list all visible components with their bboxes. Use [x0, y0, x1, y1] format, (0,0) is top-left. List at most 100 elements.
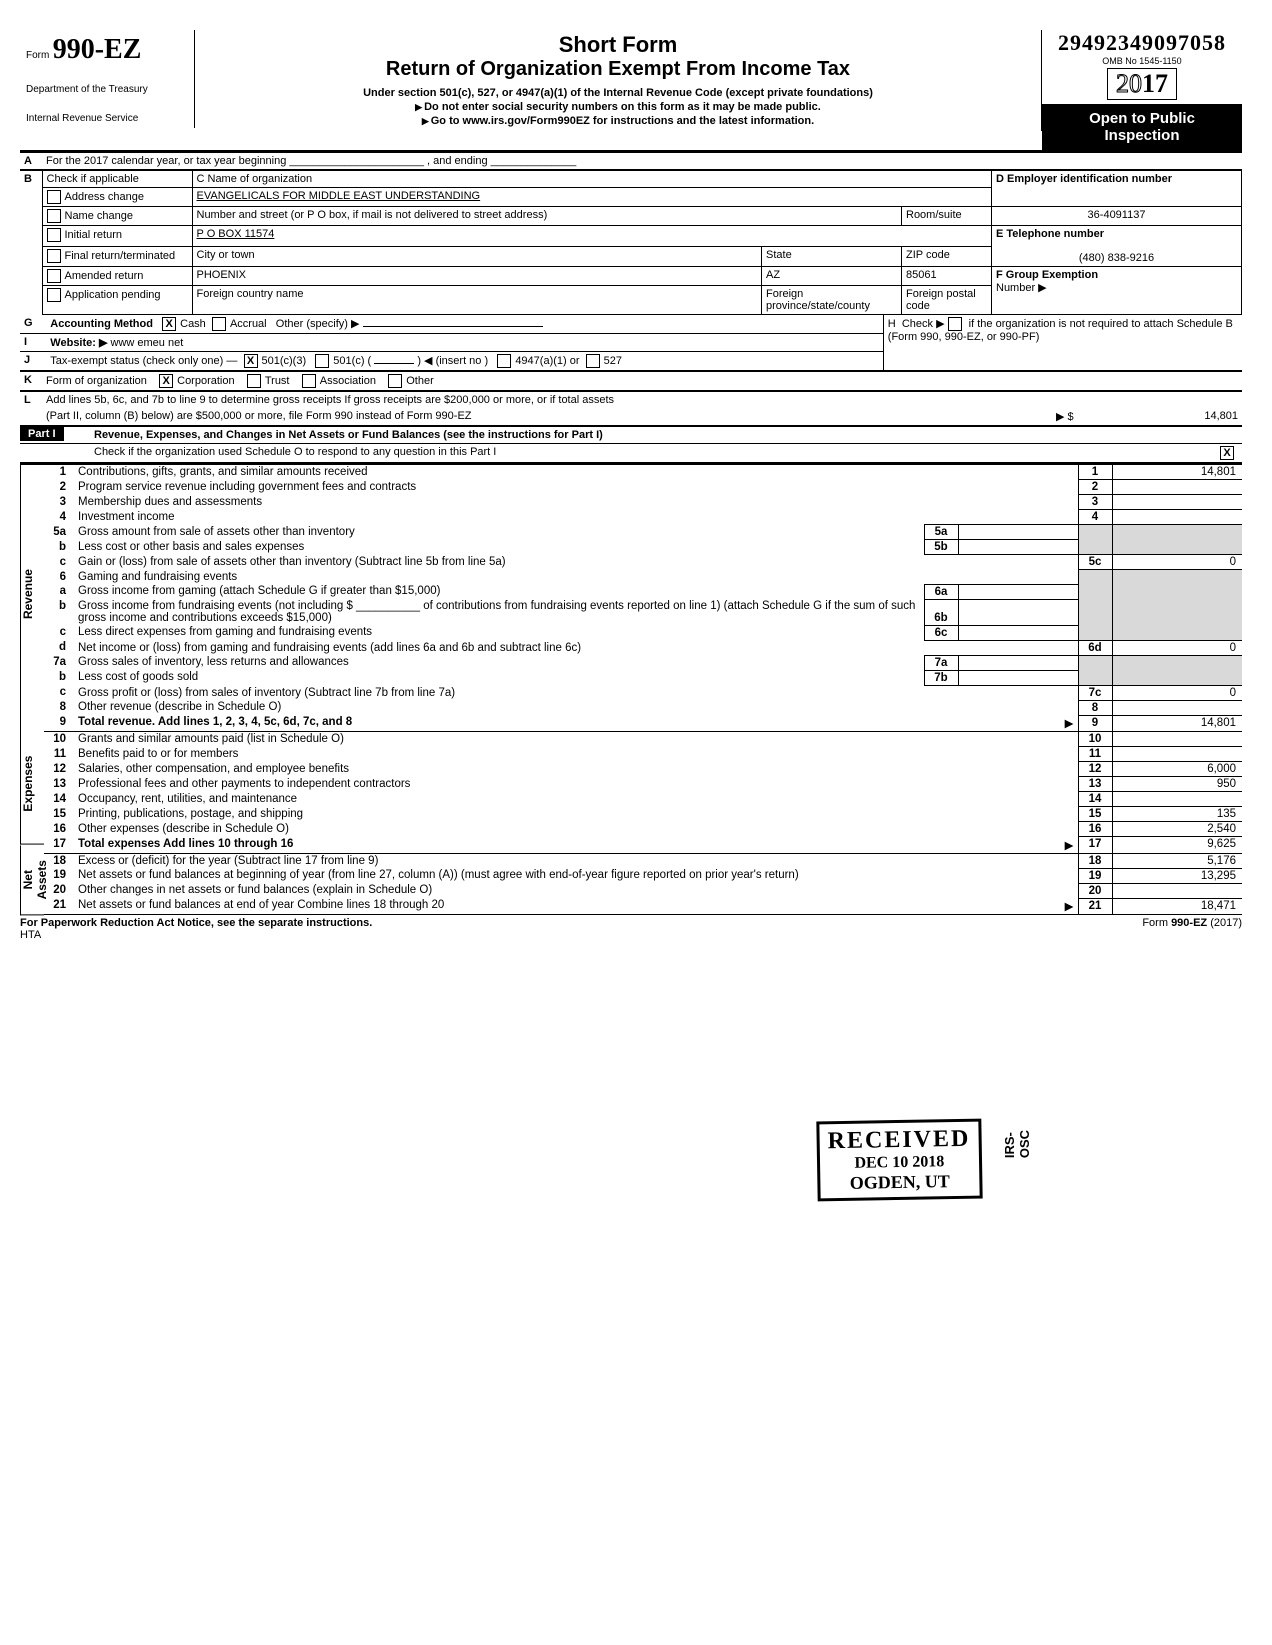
chk-accrual[interactable] [212, 317, 226, 331]
subtitle-ssn: Do not enter social security numbers on … [203, 101, 1033, 113]
chk-application-pending[interactable] [47, 288, 61, 302]
chk-initial-return[interactable] [47, 228, 61, 242]
chk-association[interactable] [302, 374, 316, 388]
row-f-label: F Group Exemption [996, 269, 1098, 281]
rval-11 [1112, 747, 1242, 762]
arrow-9: ▶ [958, 715, 1078, 732]
check-if-applicable: Check if applicable [42, 171, 192, 188]
rnum-7c: 7c [1078, 685, 1112, 700]
lbl-trust: Trust [265, 375, 290, 387]
desc-19: Net assets or fund balances at beginning… [74, 868, 1078, 883]
ln-7a: 7a [44, 655, 74, 670]
rnum-16: 16 [1078, 822, 1112, 837]
lbl-other-org: Other [406, 375, 434, 387]
footer-form-ref: Form 990-EZ (2017) [1142, 917, 1242, 941]
footer-hta: HTA [20, 929, 41, 941]
form-id-box: Form 990-EZ Department of the Treasury I… [20, 30, 195, 128]
ln-14: 14 [44, 792, 74, 807]
lbl-501c3: 501(c)(3) [262, 355, 307, 367]
chk-name-change[interactable] [47, 209, 61, 223]
ln-17: 17 [44, 837, 74, 854]
rnum-19: 19 [1078, 868, 1112, 883]
opt-final-return: Final return/terminated [65, 249, 176, 261]
subtitle-code: Under section 501(c), 527, or 4947(a)(1)… [203, 87, 1033, 99]
rval-12: 6,000 [1112, 762, 1242, 777]
chk-other-org[interactable] [388, 374, 402, 388]
ln-10: 10 [44, 732, 74, 747]
chk-schedule-o[interactable]: X [1220, 446, 1234, 460]
row-a: A For the 2017 calendar year, or tax yea… [20, 152, 1242, 170]
room-label: Room/suite [902, 207, 992, 226]
tax-year: 2017 [1107, 68, 1177, 100]
row-j-label: Tax-exempt status (check only one) — [50, 355, 237, 367]
header-row: Form 990-EZ Department of the Treasury I… [20, 30, 1242, 150]
rval-2 [1112, 480, 1242, 495]
rval-9: 14,801 [1112, 715, 1242, 732]
rnum-6d: 6d [1078, 640, 1112, 655]
chk-address-change[interactable] [47, 190, 61, 204]
open-line1: Open to Public [1046, 110, 1238, 127]
desc-3: Membership dues and assessments [74, 495, 1078, 510]
ln-7c: c [44, 685, 74, 700]
row-a-text: For the 2017 calendar year, or tax year … [42, 153, 1242, 170]
rval-1: 14,801 [1112, 465, 1242, 480]
row-l-text2: (Part II, column (B) below) are $500,000… [42, 408, 1052, 426]
ln-7b: b [44, 670, 74, 685]
row-h-check: Check ▶ [902, 318, 945, 330]
fp-label: Foreign province/state/county [762, 286, 902, 315]
state-label: State [762, 246, 902, 267]
ln-6d: d [44, 640, 74, 655]
rnum-8: 8 [1078, 700, 1112, 715]
row-d-label: D Employer identification number [996, 173, 1172, 185]
rnum-5c: 5c [1078, 555, 1112, 570]
chk-corporation[interactable]: X [159, 374, 173, 388]
rval-5c: 0 [1112, 555, 1242, 570]
rnum-18: 18 [1078, 853, 1112, 868]
subtitle-url: Go to www.irs.gov/Form990EZ for instruct… [203, 115, 1033, 127]
chk-4947a1[interactable] [497, 354, 511, 368]
rval-15: 135 [1112, 807, 1242, 822]
rval-6d: 0 [1112, 640, 1242, 655]
website-value: www emeu net [111, 337, 184, 349]
form-label: Form [26, 50, 49, 61]
desc-6: Gaming and fundraising events [74, 570, 1078, 585]
desc-1: Contributions, gifts, grants, and simila… [74, 465, 1078, 480]
ln-6b: b [44, 599, 74, 625]
arrow-21: ▶ [958, 898, 1078, 915]
chk-501c3[interactable]: X [244, 354, 258, 368]
row-g-label: Accounting Method [50, 318, 153, 330]
omb-number: OMB No 1545-1150 [1042, 56, 1242, 66]
chk-schedule-b[interactable] [948, 317, 962, 331]
org-name: EVANGELICALS FOR MIDDLE EAST UNDERSTANDI… [192, 188, 992, 207]
chk-trust[interactable] [247, 374, 261, 388]
chk-amended-return[interactable] [47, 269, 61, 283]
chk-cash[interactable]: X [162, 317, 176, 331]
ln-8: 8 [44, 700, 74, 715]
ln-5b: b [44, 540, 74, 555]
chk-501c[interactable] [315, 354, 329, 368]
chk-final-return[interactable] [47, 249, 61, 263]
ln-6a: a [44, 584, 74, 599]
desc-14: Occupancy, rent, utilities, and maintena… [74, 792, 1078, 807]
desc-6a: Gross income from gaming (attach Schedul… [74, 584, 924, 599]
desc-8: Other revenue (describe in Schedule O) [74, 700, 1078, 715]
part1-title: Revenue, Expenses, and Changes in Net As… [90, 427, 1242, 444]
rval-3 [1112, 495, 1242, 510]
lbl-4947a1: 4947(a)(1) or [515, 355, 579, 367]
ln-5a: 5a [44, 525, 74, 540]
mn-6c: 6c [924, 625, 958, 640]
row-e-label: E Telephone number [996, 228, 1104, 240]
mn-5a: 5a [924, 525, 958, 540]
rval-19: 13,295 [1112, 868, 1242, 883]
rnum-15: 15 [1078, 807, 1112, 822]
opt-amended-return: Amended return [65, 270, 144, 282]
city-value: PHOENIX [192, 267, 762, 286]
title-box: Short Form Return of Organization Exempt… [195, 30, 1042, 131]
desc-5a: Gross amount from sale of assets other t… [74, 525, 924, 540]
state-value: AZ [762, 267, 902, 286]
rnum-3: 3 [1078, 495, 1112, 510]
street-label: Number and street (or P O box, if mail i… [192, 207, 902, 226]
ln-6: 6 [44, 570, 74, 585]
zip-label: ZIP code [902, 246, 992, 267]
chk-527[interactable] [586, 354, 600, 368]
